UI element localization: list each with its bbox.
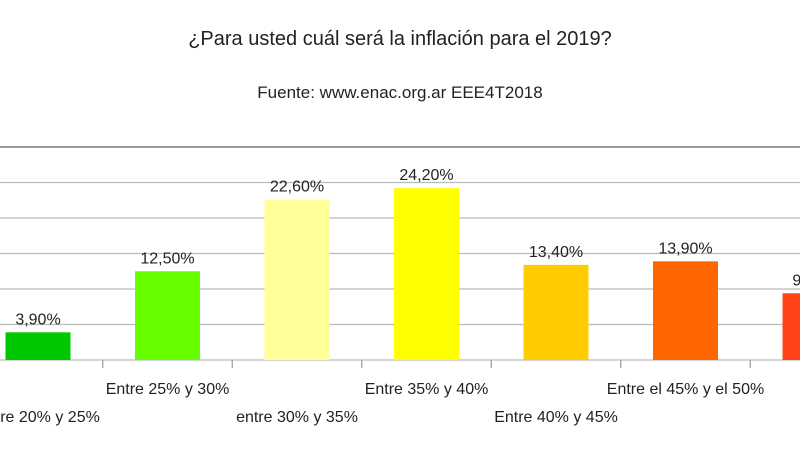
bar bbox=[394, 188, 459, 360]
data-label: 24,20% bbox=[399, 167, 453, 184]
data-label: 3,90% bbox=[15, 311, 60, 328]
x-tick-label: Entre 40% y 45% bbox=[494, 409, 618, 426]
chart-title: ¿Para usted cuál será la inflación para … bbox=[188, 28, 612, 50]
bar bbox=[653, 261, 718, 360]
data-label: 12,50% bbox=[140, 250, 194, 267]
x-tick-label: entre 30% y 35% bbox=[236, 409, 358, 426]
x-tick-label: Entre 25% y 30% bbox=[106, 381, 230, 398]
data-label: 9,40% bbox=[792, 272, 800, 289]
x-tick-label: Entre el 45% y el 50% bbox=[607, 381, 764, 398]
bar bbox=[523, 264, 589, 360]
bar bbox=[135, 271, 200, 360]
bar bbox=[782, 293, 800, 360]
data-label: 22,60% bbox=[270, 179, 324, 196]
bar bbox=[264, 199, 330, 360]
x-tick-label: Entre 20% y 25% bbox=[0, 409, 100, 426]
data-label: 13,40% bbox=[529, 244, 583, 261]
x-tick-label: Entre 35% y 40% bbox=[365, 381, 489, 398]
data-label: 13,90% bbox=[658, 240, 712, 257]
chart-subtitle: Fuente: www.enac.org.ar EEE4T2018 bbox=[257, 83, 543, 102]
bar bbox=[5, 332, 71, 360]
